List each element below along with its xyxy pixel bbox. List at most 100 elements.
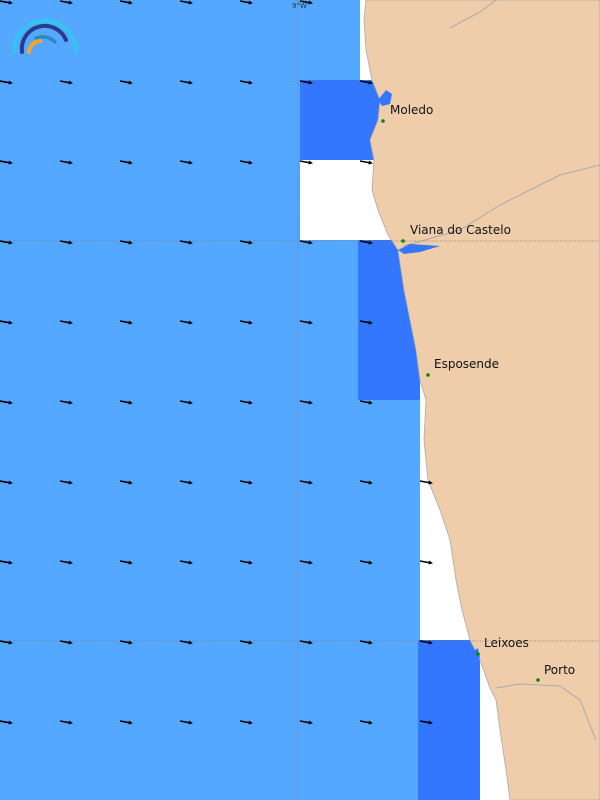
wind-arrow-east-icon: [0, 400, 13, 405]
wind-arrow-east-icon: [59, 160, 73, 165]
sea-cell: [300, 640, 420, 800]
wind-arrow-east-icon: [0, 560, 13, 565]
place-label: Porto: [544, 663, 575, 677]
wind-arrow-east-icon: [239, 720, 253, 725]
wind-arrow-east-icon: [119, 400, 133, 405]
sea-cell: [300, 80, 380, 160]
wind-arrow-east-icon: [0, 320, 13, 325]
wind-arrow-east-icon: [299, 480, 313, 485]
wind-arrow-east-icon: [419, 640, 433, 645]
wind-arrow-east-icon: [119, 0, 133, 5]
wind-arrow-east-icon: [359, 560, 373, 565]
place-marker[interactable]: [476, 652, 480, 656]
wind-arrow-east-icon: [239, 480, 253, 485]
wind-arrow-east-icon: [419, 560, 433, 565]
estuary: [398, 244, 440, 254]
wind-arrow-east-icon: [59, 240, 73, 245]
place-marker[interactable]: [536, 678, 540, 682]
wind-arrow-east-icon: [299, 640, 313, 645]
wind-arrow-east-icon: [119, 480, 133, 485]
wind-arrow-east-icon: [299, 400, 313, 405]
longitude-label: 9°W: [292, 2, 307, 10]
wind-arrow-east-icon: [299, 160, 313, 165]
sea-cell: [418, 640, 480, 800]
wind-arrow-east-icon: [359, 240, 373, 245]
sea-cells: [0, 0, 480, 800]
wind-arrow-east-icon: [419, 720, 433, 725]
wind-arrow-east-icon: [359, 320, 373, 325]
sea-cell: [0, 0, 300, 800]
place-label: Moledo: [390, 103, 433, 117]
wind-arrow-east-icon: [359, 400, 373, 405]
wind-arrow-east-icon: [59, 560, 73, 565]
wind-arrow-east-icon: [359, 720, 373, 725]
wind-arrow-east-icon: [179, 160, 193, 165]
wind-arrow-east-icon: [299, 560, 313, 565]
wind-arrow-east-icon: [59, 400, 73, 405]
wind-arrow-east-icon: [239, 320, 253, 325]
wind-arrow-east-icon: [419, 480, 433, 485]
wind-arrow-east-icon: [0, 720, 13, 725]
wind-arrow-east-icon: [0, 0, 13, 5]
wind-arrow-east-icon: [59, 640, 73, 645]
sea-cell: [300, 0, 360, 80]
wind-arrow-east-icon: [179, 240, 193, 245]
wind-arrow-east-icon: [59, 720, 73, 725]
sea-cell: [358, 400, 420, 640]
wind-arrow-east-icon: [0, 640, 13, 645]
river: [449, 0, 497, 29]
wind-arrow-east-icon: [0, 80, 13, 85]
wind-arrow-east-icon: [239, 160, 253, 165]
wind-arrow-east-icon: [239, 640, 253, 645]
wind-arrow-east-icon: [119, 720, 133, 725]
sea-cell: [300, 240, 360, 640]
wind-arrow-east-icon: [119, 320, 133, 325]
wind-arrow-east-icon: [299, 80, 313, 85]
wind-arrow-east-icon: [239, 560, 253, 565]
wind-arrow-east-icon: [59, 80, 73, 85]
wind-arrow-east-icon: [119, 560, 133, 565]
wind-arrows: [0, 0, 433, 725]
places: Moledo Viana do Castelo Esposende Leixoes Po…: [381, 103, 575, 682]
wind-arrow-east-icon: [359, 160, 373, 165]
wind-arrow-east-icon: [359, 80, 373, 85]
land: [363, 0, 600, 800]
waves-arc-logo: [12, 19, 78, 54]
wind-arrow-east-icon: [299, 240, 313, 245]
wind-arrow-east-icon: [179, 400, 193, 405]
wind-arrow-east-icon: [179, 0, 193, 5]
place-marker[interactable]: [401, 239, 405, 243]
wind-arrow-east-icon: [119, 240, 133, 245]
place-marker[interactable]: [426, 373, 430, 377]
place-marker[interactable]: [381, 119, 385, 123]
estuary: [378, 90, 392, 106]
wind-arrow-east-icon: [179, 480, 193, 485]
wind-arrow-east-icon: [359, 480, 373, 485]
estuary: [472, 648, 480, 660]
wind-arrow-east-icon: [119, 80, 133, 85]
wind-arrow-east-icon: [0, 480, 13, 485]
wind-arrow-east-icon: [299, 0, 313, 5]
wind-arrow-east-icon: [179, 320, 193, 325]
wind-arrow-east-icon: [59, 480, 73, 485]
wind-arrow-east-icon: [359, 640, 373, 645]
wind-arrow-east-icon: [0, 240, 13, 245]
place-label: Viana do Castelo: [410, 223, 511, 237]
wind-arrow-east-icon: [59, 0, 73, 5]
wind-arrow-east-icon: [239, 240, 253, 245]
wind-arrow-east-icon: [119, 640, 133, 645]
wind-arrow-east-icon: [179, 720, 193, 725]
place-label: Esposende: [434, 357, 499, 371]
wind-arrow-east-icon: [239, 0, 253, 5]
wind-arrow-east-icon: [179, 80, 193, 85]
wind-arrow-east-icon: [179, 640, 193, 645]
wind-arrow-east-icon: [239, 400, 253, 405]
wind-arrow-east-icon: [239, 80, 253, 85]
wind-arrow-east-icon: [299, 720, 313, 725]
place-label: Leixoes: [484, 636, 529, 650]
wind-arrow-east-icon: [119, 160, 133, 165]
wind-arrow-east-icon: [179, 560, 193, 565]
wind-arrow-east-icon: [59, 320, 73, 325]
